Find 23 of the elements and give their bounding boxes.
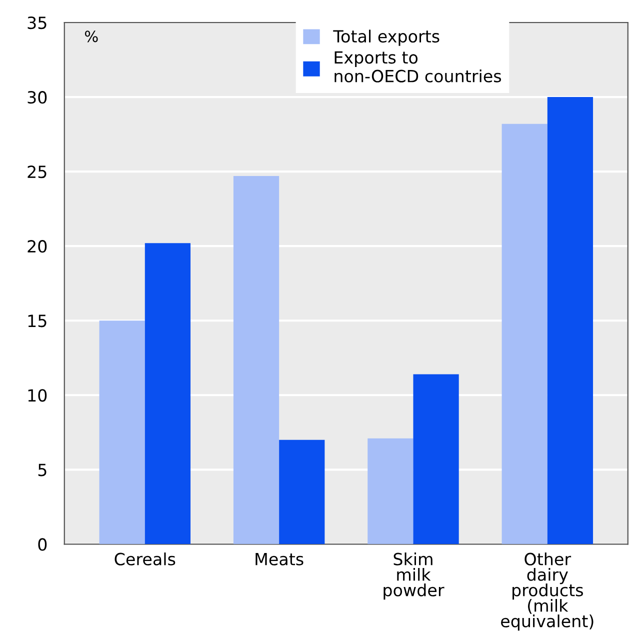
bar [233,176,280,544]
bar [279,440,325,544]
bar [368,438,414,544]
y-tick-label: 30 [28,91,47,104]
y-tick-label: 20 [28,240,47,253]
y-tick-label: 25 [28,166,46,178]
legend-label: Total exports [333,30,440,46]
y-tick-label: 35 [28,16,46,30]
y-tick-label: 5 [38,464,46,476]
x-tick-label: Cereals [114,552,176,566]
bar [413,374,459,544]
y-tick-label: 10 [28,389,47,402]
bar [502,124,548,544]
x-tick-label: Other dairy products (milk equivalent) [501,552,594,631]
y-tick-label: 15 [28,314,46,328]
bar [144,243,191,544]
x-tick-label: Meats [256,553,304,566]
x-tick-label: Skim milk powder [384,552,444,600]
y-tick-label: 0 [38,538,47,551]
bar [547,97,594,544]
y-axis-title: % [84,30,98,42]
bar [99,320,145,544]
legend-label: Exports to non-OECD countries [334,51,502,82]
